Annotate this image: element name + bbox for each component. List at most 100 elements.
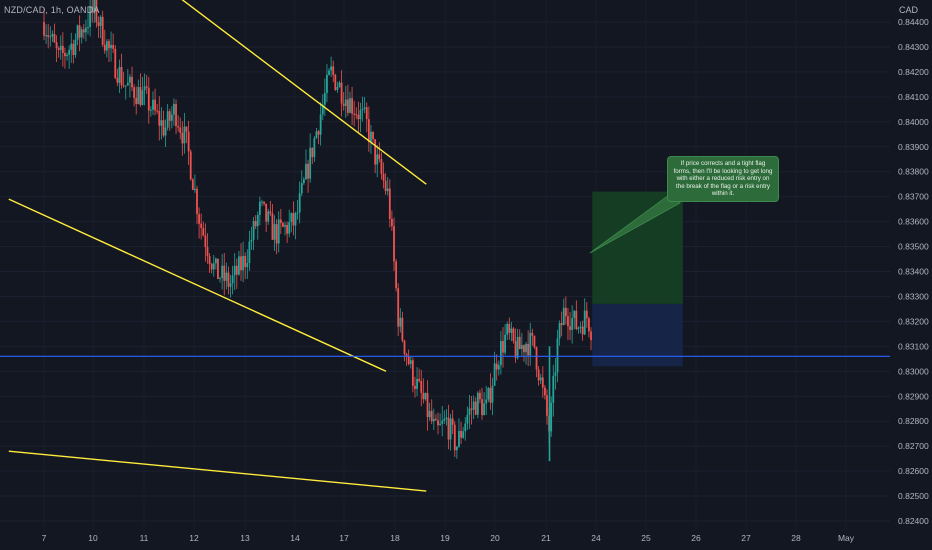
date-tick-label: 17 xyxy=(339,533,349,543)
candle-body xyxy=(275,224,278,244)
candle-body xyxy=(460,430,462,438)
candle-body xyxy=(238,256,240,275)
candle-body xyxy=(359,110,362,120)
candle-body xyxy=(256,214,259,227)
candle-body xyxy=(357,114,360,120)
candle-body xyxy=(420,380,423,393)
candle-body xyxy=(252,221,255,240)
candle-body xyxy=(506,323,509,335)
candle-body xyxy=(273,224,276,240)
candle-body xyxy=(217,258,219,280)
candle-body xyxy=(210,263,213,270)
candle-body xyxy=(246,262,249,268)
candle-body xyxy=(143,86,146,91)
candle-body xyxy=(53,34,56,43)
price-tick-label: 0.84300 xyxy=(898,42,929,52)
candle-body xyxy=(208,256,211,264)
candle-body xyxy=(510,328,513,333)
price-tick-label: 0.82700 xyxy=(898,441,929,451)
price-tick-label: 0.84200 xyxy=(898,67,929,77)
candle-body xyxy=(206,247,209,257)
candle-body xyxy=(70,43,73,50)
candle-body xyxy=(302,179,305,184)
candle-body xyxy=(80,29,83,38)
candle-body xyxy=(411,360,414,386)
candle-body xyxy=(286,224,289,234)
candle-body xyxy=(277,219,280,244)
candle-body xyxy=(85,27,87,33)
candle-body xyxy=(183,126,186,144)
candle-body xyxy=(233,265,236,276)
candle-body xyxy=(340,82,343,104)
candle-body xyxy=(426,393,429,418)
date-tick-label: 19 xyxy=(440,533,450,543)
trendline xyxy=(181,0,427,185)
candle-body xyxy=(564,307,567,317)
candle-body xyxy=(202,227,205,236)
date-tick-label: 28 xyxy=(791,533,801,543)
candle-body xyxy=(93,0,96,13)
candle-body xyxy=(583,310,586,335)
candle-body xyxy=(393,226,395,262)
candle-body xyxy=(108,41,110,49)
date-tick-label: 11 xyxy=(140,533,149,543)
candle-body xyxy=(458,430,460,447)
candle-body xyxy=(386,188,389,192)
candle-body xyxy=(137,87,140,104)
price-tick-label: 0.82500 xyxy=(898,491,929,501)
candle-body xyxy=(372,131,374,140)
candle-body xyxy=(516,336,519,358)
price-tick-label: 0.83900 xyxy=(898,142,929,152)
candle-body xyxy=(189,151,192,180)
candle-body xyxy=(481,399,483,416)
candle-body xyxy=(198,214,200,224)
candle-body xyxy=(103,44,106,51)
candle-body xyxy=(588,318,590,332)
candle-body xyxy=(298,193,301,213)
symbol-title[interactable]: NZD/CAD, 1h, OANDA xyxy=(4,5,100,15)
candle-body xyxy=(474,401,477,415)
candle-body xyxy=(432,418,435,422)
candle-body xyxy=(194,188,196,190)
candle-body xyxy=(539,377,542,381)
candle-body xyxy=(544,387,546,396)
candle-body xyxy=(401,317,404,341)
date-tick-label: 27 xyxy=(741,533,751,543)
candle-body xyxy=(250,239,253,242)
candle-body xyxy=(422,392,425,400)
candle-body xyxy=(175,103,177,127)
candle-body xyxy=(89,6,92,27)
candle-body xyxy=(527,343,530,356)
date-tick-label: May xyxy=(838,533,855,543)
candle-body xyxy=(181,132,184,144)
price-tick-label: 0.84100 xyxy=(898,92,929,102)
candle-body xyxy=(294,213,297,226)
candle-body xyxy=(212,263,215,270)
candle-body xyxy=(479,392,481,400)
candle-body xyxy=(118,66,121,83)
candle-body xyxy=(445,417,448,419)
candle-body xyxy=(235,265,238,275)
candle-body xyxy=(61,45,64,53)
candle-body xyxy=(116,77,119,83)
candle-body xyxy=(495,363,498,370)
annotation-callout[interactable]: If price corrects and a tight flag forms… xyxy=(667,156,779,202)
candle-body xyxy=(407,356,410,364)
candle-body xyxy=(573,310,576,319)
candle-body xyxy=(560,323,563,326)
candle-body xyxy=(282,223,284,227)
candle-body xyxy=(221,265,224,279)
candle-body xyxy=(261,201,263,203)
candle-body xyxy=(300,183,303,194)
candle-body xyxy=(55,42,58,49)
candle-body xyxy=(485,399,488,404)
stop-zone xyxy=(592,303,683,367)
date-tick-label: 20 xyxy=(490,533,500,543)
candle-body xyxy=(466,414,469,424)
candle-body xyxy=(95,0,98,23)
candle-body xyxy=(418,378,421,381)
candle-body xyxy=(284,224,286,227)
candle-body xyxy=(158,110,161,126)
candle-body xyxy=(204,235,207,248)
